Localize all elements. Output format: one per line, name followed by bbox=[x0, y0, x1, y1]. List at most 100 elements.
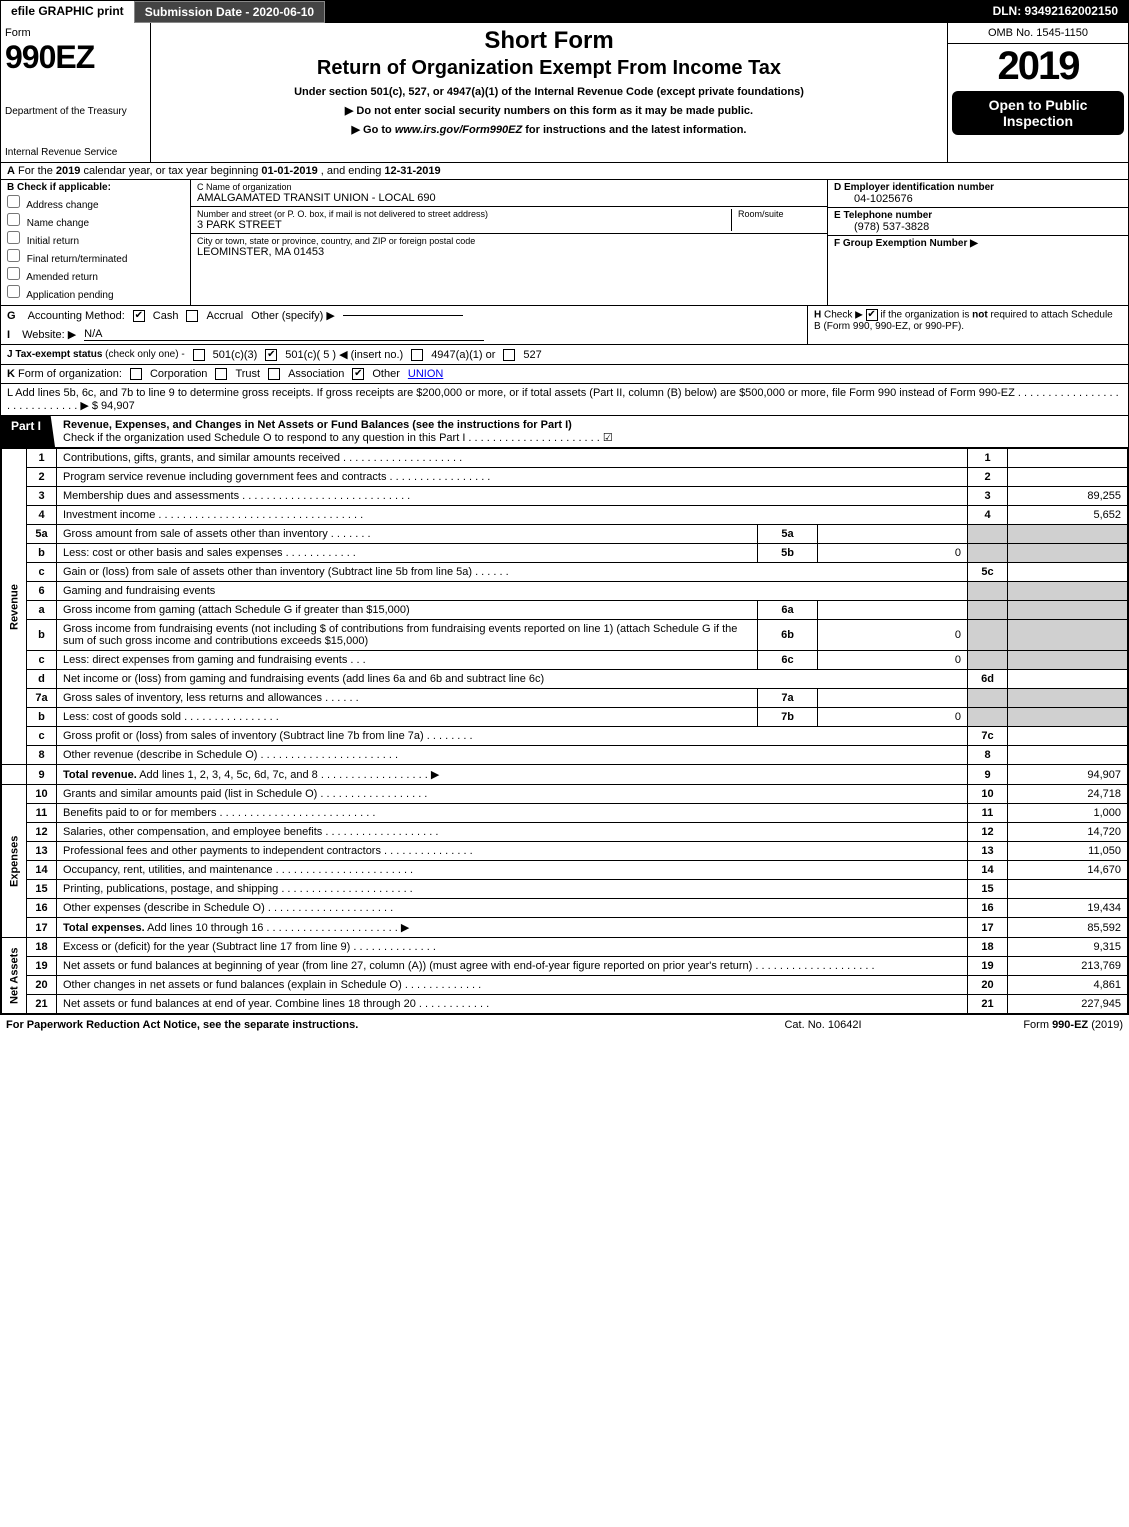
part-1-table: Revenue 1 Contributions, gifts, grants, … bbox=[1, 448, 1128, 1014]
row-l: L Add lines 5b, 6c, and 7b to line 9 to … bbox=[1, 384, 1128, 416]
part-1-check: Check if the organization used Schedule … bbox=[63, 432, 613, 444]
line-19: 19 Net assets or fund balances at beginn… bbox=[2, 957, 1128, 976]
group-exemption-label: F Group Exemption Number ▶ bbox=[834, 238, 1122, 249]
line-1: Revenue 1 Contributions, gifts, grants, … bbox=[2, 449, 1128, 468]
row-a-tax-year: A For the 2019 calendar year, or tax yea… bbox=[1, 163, 1128, 180]
header-center: Short Form Return of Organization Exempt… bbox=[151, 23, 948, 162]
city-section: City or town, state or province, country… bbox=[191, 234, 827, 260]
part-1-header: Part I Revenue, Expenses, and Changes in… bbox=[1, 416, 1128, 448]
phone-value: (978) 537-3828 bbox=[834, 221, 1122, 233]
row-k: K Form of organization: Corporation Trus… bbox=[1, 365, 1128, 384]
line-6: 6 Gaming and fundraising events bbox=[2, 582, 1128, 601]
assoc-checkbox[interactable] bbox=[268, 368, 280, 380]
chk-name-change[interactable]: Name change bbox=[7, 213, 184, 229]
line-9: 9 Total revenue. Add lines 1, 2, 3, 4, 5… bbox=[2, 765, 1128, 785]
city-value: LEOMINSTER, MA 01453 bbox=[197, 246, 821, 258]
street-section: Number and street (or P. O. box, if mail… bbox=[191, 207, 827, 234]
501c-checkbox[interactable]: ✔ bbox=[265, 349, 277, 361]
subtitle-2: ▶ Do not enter social security numbers o… bbox=[161, 104, 937, 117]
city-label: City or town, state or province, country… bbox=[197, 236, 821, 246]
line-20: 20 Other changes in net assets or fund b… bbox=[2, 976, 1128, 995]
corp-checkbox[interactable] bbox=[130, 368, 142, 380]
omb-number: OMB No. 1545-1150 bbox=[948, 23, 1128, 44]
website-value: N/A bbox=[84, 328, 484, 341]
form-990ez: efile GRAPHIC print Submission Date - 20… bbox=[0, 0, 1129, 1015]
chk-amended-return[interactable]: Amended return bbox=[7, 267, 184, 283]
line-16: 16 Other expenses (describe in Schedule … bbox=[2, 899, 1128, 918]
rows-g-h: G Accounting Method: ✔ Cash Accrual Othe… bbox=[1, 306, 1128, 345]
topbar: efile GRAPHIC print Submission Date - 20… bbox=[1, 1, 1128, 23]
line-7a: 7a Gross sales of inventory, less return… bbox=[2, 689, 1128, 708]
org-name-section: C Name of organization AMALGAMATED TRANS… bbox=[191, 180, 827, 207]
line-18: Net Assets 18 Excess or (deficit) for th… bbox=[2, 938, 1128, 957]
accrual-checkbox[interactable] bbox=[186, 310, 198, 322]
chk-application-pending[interactable]: Application pending bbox=[7, 285, 184, 301]
4947-checkbox[interactable] bbox=[411, 349, 423, 361]
line-5c: c Gain or (loss) from sale of assets oth… bbox=[2, 563, 1128, 582]
irs-link[interactable]: www.irs.gov/Form990EZ bbox=[395, 124, 522, 136]
revenue-section-label: Revenue bbox=[2, 449, 27, 765]
line-5a: 5a Gross amount from sale of assets othe… bbox=[2, 525, 1128, 544]
line-7c: c Gross profit or (loss) from sales of i… bbox=[2, 727, 1128, 746]
line-6a: a Gross income from gaming (attach Sched… bbox=[2, 601, 1128, 620]
efile-print-button[interactable]: efile GRAPHIC print bbox=[1, 1, 134, 23]
row-j: J Tax-exempt status (check only one) - 5… bbox=[1, 345, 1128, 365]
expenses-section-label: Expenses bbox=[2, 785, 27, 938]
501c3-checkbox[interactable] bbox=[193, 349, 205, 361]
cash-checkbox[interactable]: ✔ bbox=[133, 310, 145, 322]
org-name-label: C Name of organization bbox=[197, 182, 821, 192]
dln: DLN: 93492162002150 bbox=[983, 1, 1128, 23]
line-3: 3 Membership dues and assessments . . . … bbox=[2, 487, 1128, 506]
netassets-section-label: Net Assets bbox=[2, 938, 27, 1014]
other-org-link[interactable]: UNION bbox=[408, 368, 443, 380]
line-6b: b Gross income from fundraising events (… bbox=[2, 620, 1128, 651]
main-title: Return of Organization Exempt From Incom… bbox=[161, 57, 937, 80]
line-4: 4 Investment income . . . . . . . . . . … bbox=[2, 506, 1128, 525]
footer-right: Form 990-EZ (2019) bbox=[923, 1019, 1123, 1031]
line-2: 2 Program service revenue including gove… bbox=[2, 468, 1128, 487]
527-checkbox[interactable] bbox=[503, 349, 515, 361]
other-org-checkbox[interactable]: ✔ bbox=[352, 368, 364, 380]
col-d-e-f: D Employer identification number 04-1025… bbox=[828, 180, 1128, 305]
irs-label: Internal Revenue Service bbox=[5, 147, 146, 158]
col-b-checkboxes: B Check if applicable: Address change Na… bbox=[1, 180, 191, 305]
line-10: Expenses 10 Grants and similar amounts p… bbox=[2, 785, 1128, 804]
street-label: Number and street (or P. O. box, if mail… bbox=[197, 209, 731, 219]
line-12: 12 Salaries, other compensation, and emp… bbox=[2, 823, 1128, 842]
ein-label: D Employer identification number bbox=[834, 182, 1122, 193]
part-1-title: Revenue, Expenses, and Changes in Net As… bbox=[55, 416, 1128, 447]
footer-center: Cat. No. 10642I bbox=[723, 1019, 923, 1031]
open-to-public: Open to Public Inspection bbox=[952, 91, 1124, 135]
col-c-org-info: C Name of organization AMALGAMATED TRANS… bbox=[191, 180, 828, 305]
line-8: 8 Other revenue (describe in Schedule O)… bbox=[2, 746, 1128, 765]
org-name-value: AMALGAMATED TRANSIT UNION - LOCAL 690 bbox=[197, 192, 821, 204]
header-right: OMB No. 1545-1150 2019 Open to Public In… bbox=[948, 23, 1128, 162]
phone-label: E Telephone number bbox=[834, 210, 1122, 221]
schedule-b-checkbox[interactable]: ✔ bbox=[866, 309, 878, 321]
line-13: 13 Professional fees and other payments … bbox=[2, 842, 1128, 861]
block-b-f: B Check if applicable: Address change Na… bbox=[1, 180, 1128, 306]
trust-checkbox[interactable] bbox=[215, 368, 227, 380]
short-form-title: Short Form bbox=[161, 27, 937, 55]
tax-year: 2019 bbox=[948, 44, 1128, 89]
chk-initial-return[interactable]: Initial return bbox=[7, 231, 184, 247]
row-a-text: For the 2019 calendar year, or tax year … bbox=[18, 165, 441, 177]
ein-section: D Employer identification number 04-1025… bbox=[828, 180, 1128, 208]
room-label: Room/suite bbox=[738, 209, 821, 219]
topbar-spacer bbox=[325, 1, 982, 23]
department: Department of the Treasury bbox=[5, 106, 146, 117]
line-15: 15 Printing, publications, postage, and … bbox=[2, 880, 1128, 899]
form-header: Form 990EZ Department of the Treasury In… bbox=[1, 23, 1128, 163]
line-11: 11 Benefits paid to or for members . . .… bbox=[2, 804, 1128, 823]
line-17: 17 Total expenses. Add lines 10 through … bbox=[2, 918, 1128, 938]
subtitle-1: Under section 501(c), 527, or 4947(a)(1)… bbox=[161, 86, 937, 98]
submission-date: Submission Date - 2020-06-10 bbox=[134, 1, 325, 23]
row-g: G Accounting Method: ✔ Cash Accrual Othe… bbox=[1, 306, 807, 325]
chk-final-return[interactable]: Final return/terminated bbox=[7, 249, 184, 265]
footer-left: For Paperwork Reduction Act Notice, see … bbox=[6, 1019, 723, 1031]
chk-address-change[interactable]: Address change bbox=[7, 195, 184, 211]
other-method-input[interactable] bbox=[343, 315, 463, 316]
street-value: 3 PARK STREET bbox=[197, 219, 731, 231]
ein-value: 04-1025676 bbox=[834, 193, 1122, 205]
line-14: 14 Occupancy, rent, utilities, and maint… bbox=[2, 861, 1128, 880]
